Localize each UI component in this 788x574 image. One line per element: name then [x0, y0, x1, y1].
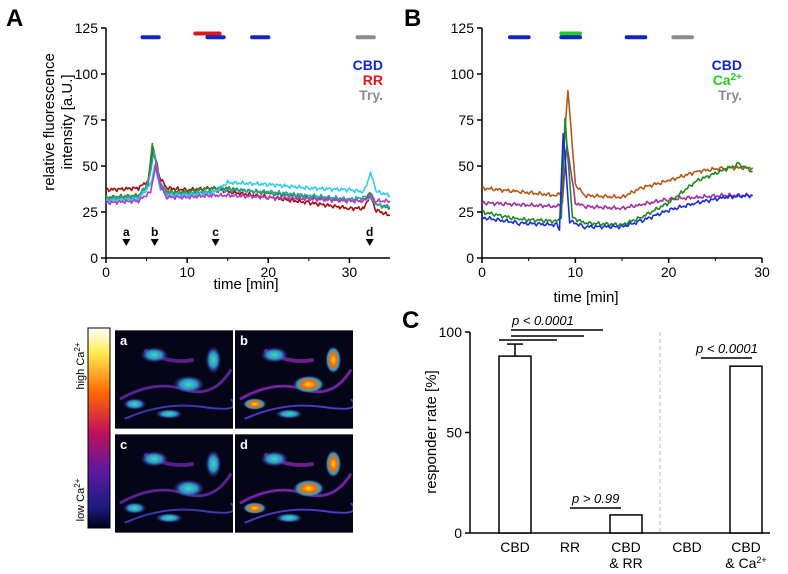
- micrograph-c: [115, 434, 234, 532]
- bar: [609, 514, 643, 534]
- chart-a: relative fluorescence intensity [a.U.] t…: [41, 20, 391, 293]
- y-tick-label: 100: [451, 66, 475, 82]
- scale-high-label: high Ca2+: [73, 342, 88, 389]
- micrograph-label-c: c: [120, 437, 127, 452]
- time-marker-arrow: [122, 239, 131, 246]
- time-marker-label: a: [123, 225, 130, 239]
- legend-item: CBD: [712, 57, 742, 73]
- micrograph-label-a: a: [120, 333, 128, 348]
- micrograph-d: [235, 434, 354, 532]
- chart-c-ylabel: responder rate [%]: [423, 370, 440, 493]
- category-label: CBD: [611, 539, 641, 555]
- bar: [498, 355, 532, 534]
- x-tick-label: 20: [661, 264, 677, 280]
- chart-a-xlabel: time [min]: [213, 276, 278, 293]
- sig-label-3: p < 0.0001: [695, 341, 758, 356]
- y-tick-label: 0: [454, 525, 462, 541]
- chart-a-ylabel-1: relative fluorescence: [41, 53, 58, 191]
- y-tick-label: 50: [82, 158, 98, 174]
- time-marker-arrow: [365, 239, 374, 246]
- x-tick-label: 30: [754, 264, 770, 280]
- series-line: [105, 164, 391, 204]
- legend-item: Ca2+: [713, 72, 742, 89]
- category-label: CBD: [672, 539, 702, 555]
- chart-b: time [min] 0 10 20 30 0 25 50 75 100 125 CBDCa2+T…: [451, 20, 770, 306]
- chart-a-markers: a b c d: [122, 225, 374, 246]
- x-tick-label: 10: [568, 264, 584, 280]
- y-tick-label: 75: [458, 112, 474, 128]
- micrograph-a: [115, 330, 234, 428]
- chart-b-ticks: 0 10 20 30 0 25 50 75 100 125: [451, 20, 770, 280]
- time-marker-label: b: [151, 225, 158, 239]
- panel-label-b: B: [404, 5, 421, 32]
- y-tick-label: 125: [75, 20, 99, 36]
- y-tick-label: 0: [90, 250, 98, 266]
- category-label: CBD: [500, 539, 530, 555]
- y-tick-label: 100: [439, 324, 463, 340]
- y-tick-label: 100: [75, 66, 99, 82]
- category-label-2: & Ca2+: [725, 555, 766, 571]
- micrograph-b: [235, 330, 354, 428]
- series-line: [105, 163, 391, 206]
- sig-label-1: p < 0.0001: [511, 313, 574, 328]
- series-line: [481, 117, 753, 228]
- chart-b-stimulus-bars: [508, 31, 694, 40]
- category-label: CBD: [731, 539, 761, 555]
- calcium-scale-bar: [87, 327, 111, 529]
- chart-a-axes: [105, 28, 390, 259]
- legend-item: Try.: [718, 87, 742, 103]
- x-tick-label: 0: [102, 264, 110, 280]
- x-tick-label: 20: [260, 264, 276, 280]
- series-line: [481, 89, 754, 200]
- time-marker-label: c: [212, 225, 219, 239]
- y-tick-label: 25: [458, 204, 474, 220]
- y-tick-label: 50: [446, 425, 462, 441]
- micrograph-panel: high Ca2+ low Ca2+ a b c d: [73, 327, 354, 535]
- chart-a-ticks: 0 10 20 30 0 25 50 75 100 125: [75, 20, 358, 280]
- chart-b-series: [481, 89, 754, 231]
- chart-a-ylabel-2: intensity [a.U.]: [59, 74, 76, 169]
- time-marker-arrow: [150, 239, 159, 246]
- y-tick-label: 50: [458, 158, 474, 174]
- y-tick-label: 0: [466, 250, 474, 266]
- category-label: RR: [560, 539, 580, 555]
- y-tick-label: 25: [82, 204, 98, 220]
- scale-low-label: low Ca2+: [73, 478, 88, 521]
- chart-c-ticks: 0 50 100: [439, 324, 470, 541]
- time-marker-label: d: [366, 225, 373, 239]
- time-marker-arrow: [211, 239, 220, 246]
- chart-a-stimulus-bars: [140, 31, 376, 40]
- x-tick-label: 30: [342, 264, 358, 280]
- x-tick-label: 0: [478, 264, 486, 280]
- micrograph-label-b: b: [240, 333, 248, 348]
- series-line: [481, 144, 753, 211]
- y-tick-label: 125: [451, 20, 475, 36]
- bar: [729, 365, 763, 534]
- chart-a-series: [105, 142, 391, 217]
- legend-item: CBD: [353, 57, 383, 73]
- legend-item: Try.: [359, 87, 383, 103]
- legend-item: RR: [363, 72, 383, 88]
- panel-label-a: A: [6, 5, 23, 32]
- series-line: [105, 150, 391, 209]
- category-label-2: & RR: [609, 555, 642, 571]
- sig-label-2: p > 0.99: [571, 491, 619, 506]
- y-tick-label: 75: [82, 112, 98, 128]
- micrograph-label-d: d: [240, 437, 248, 452]
- chart-b-xlabel: time [min]: [553, 289, 618, 306]
- series-line: [481, 132, 753, 231]
- chart-c-significance: [499, 329, 752, 509]
- x-tick-label: 10: [179, 264, 195, 280]
- panel-label-c: C: [402, 307, 419, 334]
